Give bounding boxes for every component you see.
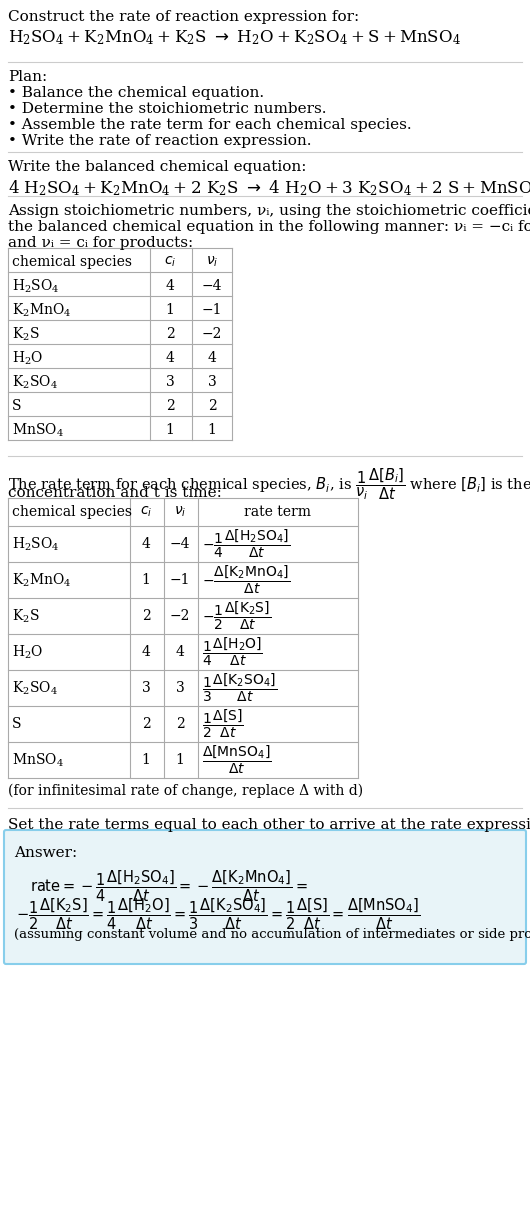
- Text: 2: 2: [208, 399, 216, 412]
- Text: $c_i$: $c_i$: [140, 505, 152, 520]
- Text: $\mathregular{K_2MnO_4}$: $\mathregular{K_2MnO_4}$: [12, 302, 72, 318]
- Text: • Assemble the rate term for each chemical species.: • Assemble the rate term for each chemic…: [8, 118, 412, 131]
- Text: $\mathregular{H_2SO_4}$: $\mathregular{H_2SO_4}$: [12, 277, 59, 294]
- Text: Write the balanced chemical equation:: Write the balanced chemical equation:: [8, 160, 306, 174]
- Text: 2: 2: [165, 327, 174, 341]
- Text: concentration and t is time:: concentration and t is time:: [8, 486, 222, 500]
- Text: −1: −1: [202, 303, 222, 317]
- Text: $c_i$: $c_i$: [164, 254, 176, 269]
- Text: S: S: [12, 718, 22, 731]
- Text: 3: 3: [165, 375, 174, 390]
- Text: Set the rate terms equal to each other to arrive at the rate expression:: Set the rate terms equal to each other t…: [8, 818, 530, 832]
- Text: $\dfrac{1}{3}\dfrac{\Delta[\mathrm{K_2SO_4}]}{\Delta t}$: $\dfrac{1}{3}\dfrac{\Delta[\mathrm{K_2SO…: [202, 672, 277, 704]
- Text: 4: 4: [165, 279, 174, 293]
- Text: $\mathregular{H_2O}$: $\mathregular{H_2O}$: [12, 350, 43, 367]
- Text: rate term: rate term: [244, 505, 312, 519]
- Text: chemical species: chemical species: [12, 254, 132, 269]
- Text: 4: 4: [142, 537, 151, 551]
- Text: $\mathregular{K_2S}$: $\mathregular{K_2S}$: [12, 326, 40, 343]
- Text: $\mathregular{H_2SO_4 + K_2MnO_4 + K_2S}$ $\rightarrow$ $\mathregular{H_2O + K_2: $\mathregular{H_2SO_4 + K_2MnO_4 + K_2S}…: [8, 28, 461, 47]
- Text: chemical species: chemical species: [12, 505, 132, 519]
- Text: The rate term for each chemical species, $B_i$, is $\dfrac{1}{\nu_i}\dfrac{\Delt: The rate term for each chemical species,…: [8, 466, 530, 502]
- Text: −2: −2: [170, 609, 190, 624]
- Text: Construct the rate of reaction expression for:: Construct the rate of reaction expressio…: [8, 10, 359, 24]
- Text: Plan:: Plan:: [8, 70, 47, 84]
- Text: $\mathregular{K_2S}$: $\mathregular{K_2S}$: [12, 608, 40, 625]
- Text: $\dfrac{1}{4}\dfrac{\Delta[\mathrm{H_2O}]}{\Delta t}$: $\dfrac{1}{4}\dfrac{\Delta[\mathrm{H_2O}…: [202, 636, 263, 668]
- Text: $-\dfrac{1}{2}\dfrac{\Delta[\mathrm{K_2S}]}{\Delta t}$: $-\dfrac{1}{2}\dfrac{\Delta[\mathrm{K_2S…: [202, 599, 271, 632]
- Text: 2: 2: [175, 718, 184, 731]
- Text: 1: 1: [175, 753, 184, 767]
- Text: $\nu_i$: $\nu_i$: [206, 254, 218, 269]
- Text: 3: 3: [142, 681, 151, 695]
- Text: (for infinitesimal rate of change, replace Δ with d): (for infinitesimal rate of change, repla…: [8, 784, 363, 798]
- Text: $\mathregular{4\ H_2SO_4 + K_2MnO_4 + 2\ K_2S}$ $\rightarrow$ $\mathregular{4\ H: $\mathregular{4\ H_2SO_4 + K_2MnO_4 + 2\…: [8, 178, 530, 198]
- Text: 2: 2: [142, 609, 151, 624]
- FancyBboxPatch shape: [4, 830, 526, 964]
- Text: • Balance the chemical equation.: • Balance the chemical equation.: [8, 86, 264, 100]
- Text: −4: −4: [170, 537, 190, 551]
- Text: the balanced chemical equation in the following manner: νᵢ = −cᵢ for reactants: the balanced chemical equation in the fo…: [8, 219, 530, 234]
- Text: 1: 1: [142, 573, 151, 587]
- Text: 2: 2: [142, 718, 151, 731]
- Text: 3: 3: [175, 681, 184, 695]
- Text: S: S: [12, 399, 22, 412]
- Text: Answer:: Answer:: [14, 845, 77, 860]
- Text: • Determine the stoichiometric numbers.: • Determine the stoichiometric numbers.: [8, 103, 326, 116]
- Text: 1: 1: [208, 423, 216, 437]
- Text: −2: −2: [202, 327, 222, 341]
- Text: 1: 1: [165, 303, 174, 317]
- Text: 4: 4: [175, 645, 184, 658]
- Text: $-\dfrac{1}{4}\dfrac{\Delta[\mathrm{H_2SO_4}]}{\Delta t}$: $-\dfrac{1}{4}\dfrac{\Delta[\mathrm{H_2S…: [202, 528, 290, 560]
- Text: 4: 4: [208, 351, 216, 365]
- Text: $\mathregular{H_2SO_4}$: $\mathregular{H_2SO_4}$: [12, 535, 59, 552]
- Text: (assuming constant volume and no accumulation of intermediates or side products): (assuming constant volume and no accumul…: [14, 927, 530, 941]
- Text: $\mathregular{K_2SO_4}$: $\mathregular{K_2SO_4}$: [12, 679, 58, 697]
- Text: 4: 4: [142, 645, 151, 658]
- Text: 4: 4: [165, 351, 174, 365]
- Text: $\mathrm{rate} = -\dfrac{1}{4}\dfrac{\Delta[\mathrm{H_2SO_4}]}{\Delta t}= -\dfra: $\mathrm{rate} = -\dfrac{1}{4}\dfrac{\De…: [30, 868, 308, 903]
- Text: $\mathregular{K_2SO_4}$: $\mathregular{K_2SO_4}$: [12, 374, 58, 391]
- Text: 1: 1: [165, 423, 174, 437]
- Text: and νᵢ = cᵢ for products:: and νᵢ = cᵢ for products:: [8, 236, 193, 250]
- Text: $\dfrac{\Delta[\mathrm{MnSO_4}]}{\Delta t}$: $\dfrac{\Delta[\mathrm{MnSO_4}]}{\Delta …: [202, 744, 271, 777]
- Text: $-\dfrac{1}{2}\dfrac{\Delta[\mathrm{K_2S}]}{\Delta t}= \dfrac{1}{4}\dfrac{\Delta: $-\dfrac{1}{2}\dfrac{\Delta[\mathrm{K_2S…: [16, 896, 420, 931]
- Text: Assign stoichiometric numbers, νᵢ, using the stoichiometric coefficients, cᵢ, fr: Assign stoichiometric numbers, νᵢ, using…: [8, 204, 530, 218]
- Text: 3: 3: [208, 375, 216, 390]
- Text: $\dfrac{1}{2}\dfrac{\Delta[\mathrm{S}]}{\Delta t}$: $\dfrac{1}{2}\dfrac{\Delta[\mathrm{S}]}{…: [202, 708, 244, 740]
- Text: $\mathregular{MnSO_4}$: $\mathregular{MnSO_4}$: [12, 751, 64, 768]
- Text: $\mathregular{H_2O}$: $\mathregular{H_2O}$: [12, 643, 43, 661]
- Text: $\nu_i$: $\nu_i$: [174, 505, 186, 520]
- Text: −1: −1: [170, 573, 190, 587]
- Text: • Write the rate of reaction expression.: • Write the rate of reaction expression.: [8, 134, 312, 148]
- Text: $\mathregular{MnSO_4}$: $\mathregular{MnSO_4}$: [12, 421, 64, 439]
- Text: $\mathregular{K_2MnO_4}$: $\mathregular{K_2MnO_4}$: [12, 572, 72, 589]
- Text: 2: 2: [165, 399, 174, 412]
- Text: 1: 1: [142, 753, 151, 767]
- Text: $-\dfrac{\Delta[\mathrm{K_2MnO_4}]}{\Delta t}$: $-\dfrac{\Delta[\mathrm{K_2MnO_4}]}{\Del…: [202, 564, 290, 596]
- Text: −4: −4: [202, 279, 222, 293]
